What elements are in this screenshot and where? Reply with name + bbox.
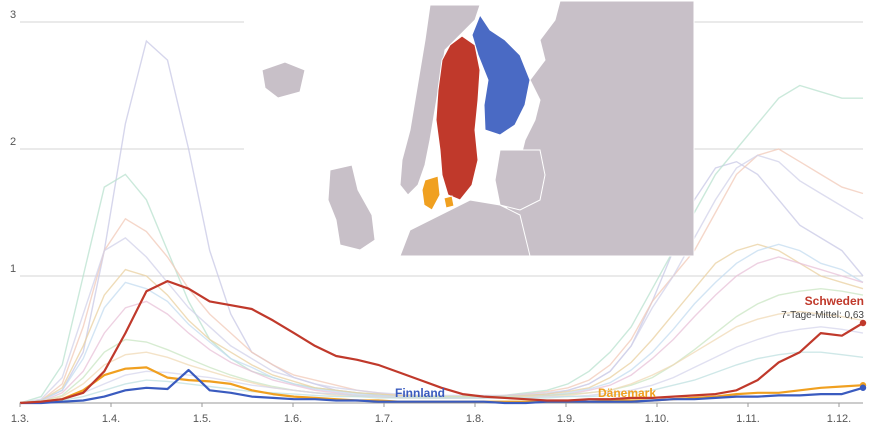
map-land-britain bbox=[327, 164, 376, 251]
x-tick-label: 1.9. bbox=[557, 413, 575, 425]
x-tick-label: 1.10. bbox=[645, 413, 669, 425]
background-series-lines bbox=[19, 39, 864, 404]
x-tick-label: 1.4. bbox=[102, 413, 120, 425]
map-land-baltics bbox=[494, 149, 546, 211]
series-end-point bbox=[859, 384, 867, 391]
background-series-line bbox=[19, 351, 864, 404]
series-sublabel-schweden: 7-Tage-Mittel: 0,63 bbox=[781, 310, 864, 321]
y-tick-label: 2 bbox=[10, 136, 16, 148]
x-tick-label: 1.8. bbox=[466, 413, 484, 425]
x-tick-label: 1.5. bbox=[193, 413, 211, 425]
background-series-line bbox=[19, 243, 864, 404]
x-tick-label: 1.12. bbox=[827, 413, 851, 425]
main-series-lines bbox=[19, 280, 867, 405]
x-axis-tick-labels: 1.3. 1.4. 1.5. 1.6. 1.7. 1.8. 1.9. 1.10. 1.11. 1.… bbox=[11, 403, 851, 425]
y-tick-label: 1 bbox=[10, 263, 16, 275]
series-label-daenemark: Dänemark bbox=[598, 386, 656, 400]
map-denmark bbox=[421, 175, 455, 211]
map-land-norway bbox=[399, 4, 481, 196]
x-tick-label: 1.11. bbox=[736, 413, 760, 425]
series-line-1 bbox=[20, 368, 864, 405]
x-tick-label: 1.7. bbox=[375, 413, 393, 425]
series-line-0 bbox=[19, 280, 864, 405]
y-axis-tick-labels: 1 2 3 bbox=[10, 9, 16, 275]
series-end-point bbox=[859, 319, 867, 327]
nordic-map bbox=[244, 0, 695, 257]
map-sweden bbox=[435, 35, 481, 201]
series-label-schweden: Schweden bbox=[805, 294, 864, 308]
x-tick-label: 1.3. bbox=[11, 413, 29, 425]
y-tick-label: 3 bbox=[10, 9, 16, 21]
background-series-line bbox=[19, 154, 864, 404]
series-labels: Schweden 7-Tage-Mittel: 0,63 Finnland Dänem… bbox=[395, 294, 864, 400]
map-land-iceland bbox=[261, 61, 306, 99]
background-series-line bbox=[19, 256, 864, 404]
background-series-line bbox=[19, 287, 864, 404]
series-label-finnland: Finnland bbox=[395, 386, 445, 400]
map-finland bbox=[471, 13, 531, 136]
background-series-line bbox=[19, 243, 864, 404]
x-tick-label: 1.6. bbox=[284, 413, 302, 425]
map-land-continent bbox=[399, 199, 531, 257]
